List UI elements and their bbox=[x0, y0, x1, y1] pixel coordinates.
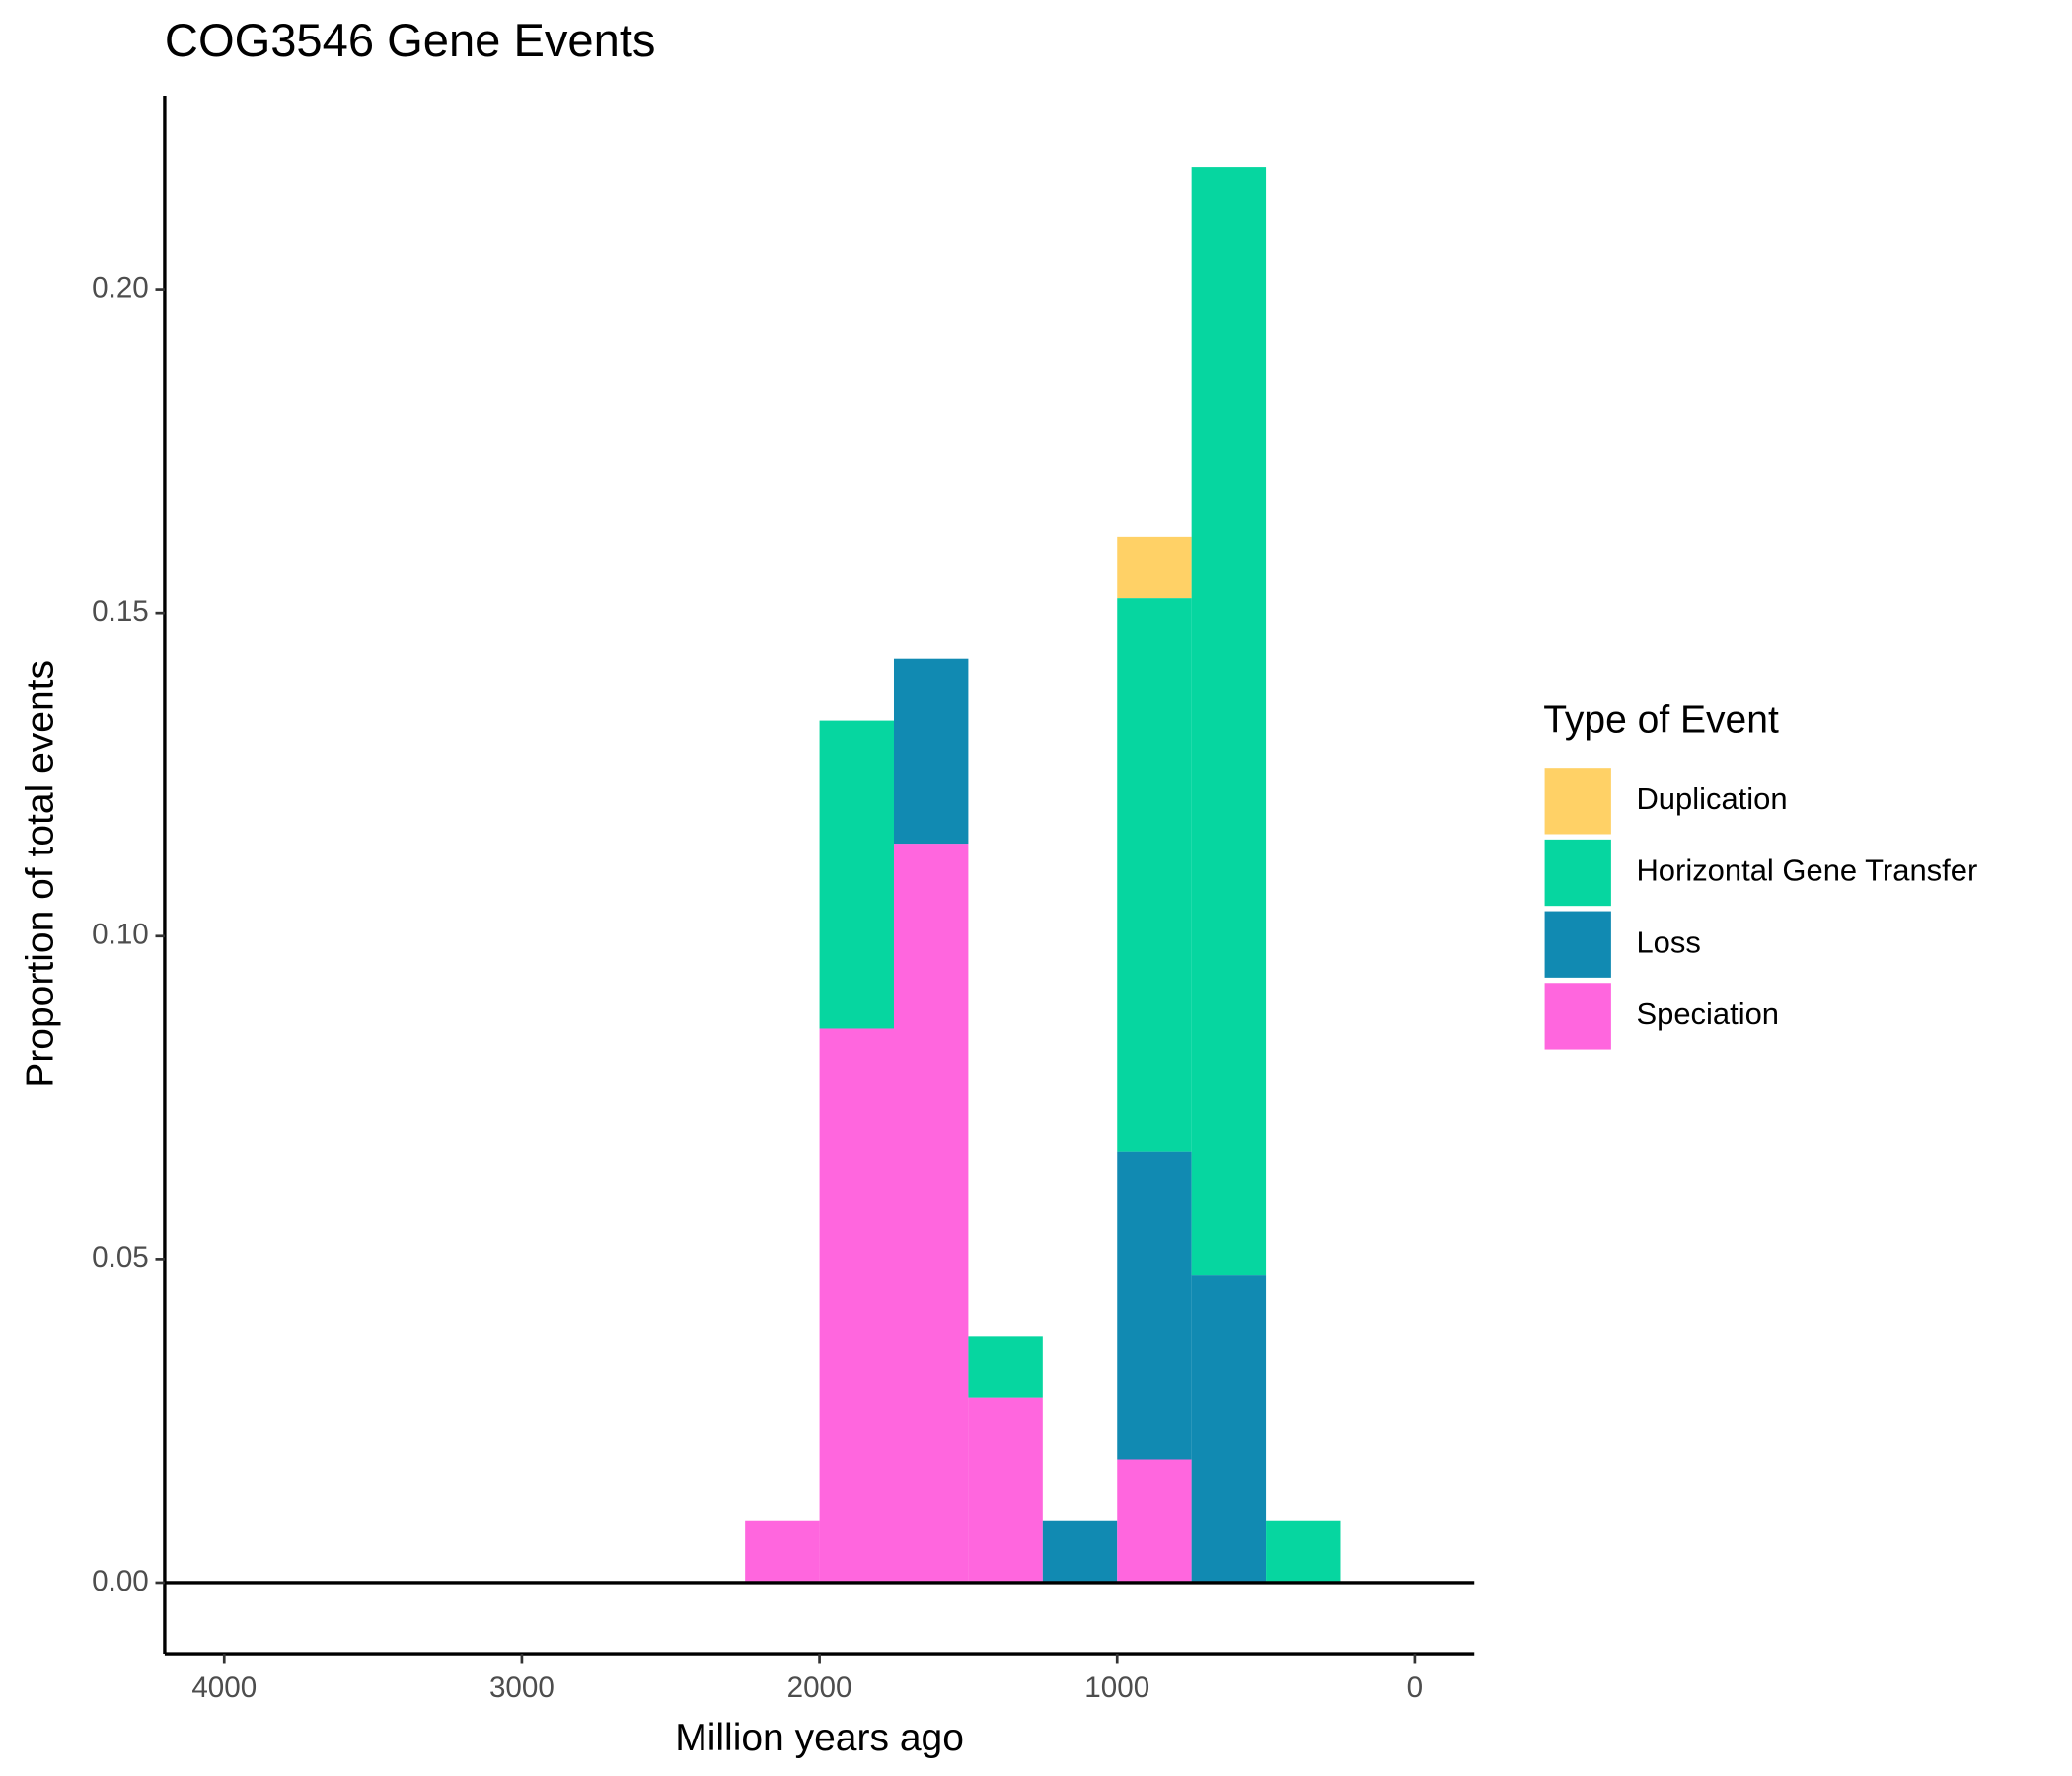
bar bbox=[1117, 536, 1192, 599]
chart-title: COG3546 Gene Events bbox=[165, 14, 656, 66]
legend-label: Loss bbox=[1636, 925, 1700, 959]
bar bbox=[745, 1520, 820, 1583]
y-tick-label: 0.10 bbox=[92, 919, 149, 951]
x-tick-label: 4000 bbox=[191, 1671, 257, 1704]
x-tick-label: 2000 bbox=[787, 1671, 852, 1704]
legend-label: Duplication bbox=[1636, 781, 1787, 816]
bar bbox=[1266, 1520, 1341, 1583]
bar bbox=[819, 1028, 894, 1583]
bar bbox=[1042, 1520, 1118, 1583]
x-tick-label: 1000 bbox=[1084, 1671, 1149, 1704]
bar bbox=[1117, 1459, 1192, 1583]
bar bbox=[968, 1397, 1043, 1583]
bar bbox=[1191, 1275, 1267, 1583]
bar bbox=[1117, 1151, 1192, 1460]
legend-swatch bbox=[1544, 768, 1611, 835]
y-tick-label: 0.15 bbox=[92, 595, 149, 628]
y-axis-title: Proportion of total events bbox=[19, 660, 61, 1088]
legend-label: Horizontal Gene Transfer bbox=[1636, 853, 1977, 888]
bar bbox=[1117, 598, 1192, 1152]
x-tick-label: 3000 bbox=[489, 1671, 555, 1704]
bar bbox=[968, 1336, 1043, 1398]
y-tick-label: 0.05 bbox=[92, 1241, 149, 1274]
legend-title: Type of Event bbox=[1543, 700, 1779, 742]
legend-swatch bbox=[1544, 839, 1611, 907]
x-tick-label: 0 bbox=[1407, 1671, 1423, 1704]
x-axis-title: Million years ago bbox=[675, 1717, 964, 1759]
legend-swatch bbox=[1544, 983, 1611, 1050]
bar bbox=[893, 844, 969, 1583]
bar bbox=[1191, 167, 1267, 1276]
bar bbox=[819, 720, 894, 1029]
legend-label: Speciation bbox=[1636, 997, 1779, 1031]
bar bbox=[893, 658, 969, 845]
y-tick-label: 0.20 bbox=[92, 271, 149, 304]
y-tick-label: 0.00 bbox=[92, 1565, 149, 1597]
legend-swatch bbox=[1544, 911, 1611, 978]
